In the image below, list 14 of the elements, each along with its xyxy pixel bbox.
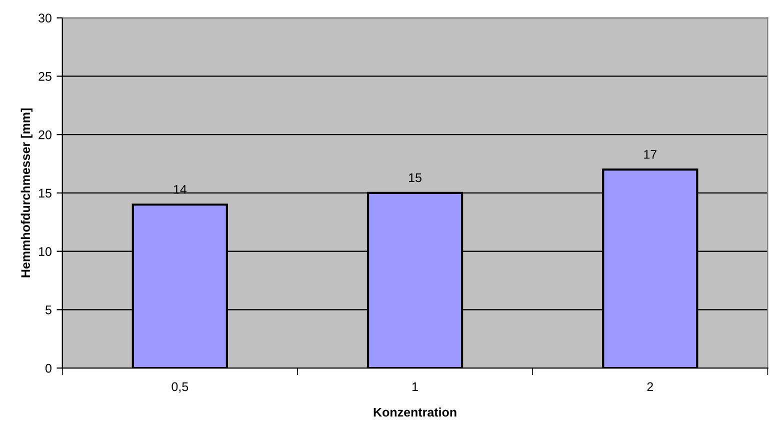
y-tick-label: 10 — [39, 247, 52, 256]
data-label: 15 — [409, 173, 422, 182]
y-tick-label: 30 — [38, 14, 52, 22]
y-tick-label: 5 — [46, 306, 52, 314]
x-tick-label: 0,5 — [172, 382, 188, 393]
y-axis-title: Hemmhofdurchmesser [mm] — [20, 108, 32, 278]
x-tick-label: 2 — [647, 382, 653, 391]
y-tick-label: 25 — [38, 72, 52, 81]
x-tick-label: 1 — [412, 382, 418, 391]
y-tick-label: 20 — [38, 130, 52, 140]
y-tick-label: 0 — [45, 364, 52, 373]
x-axis-title: Konzentration — [374, 407, 456, 417]
data-label: 17 — [644, 150, 656, 159]
y-tick-label: 15 — [39, 188, 52, 198]
